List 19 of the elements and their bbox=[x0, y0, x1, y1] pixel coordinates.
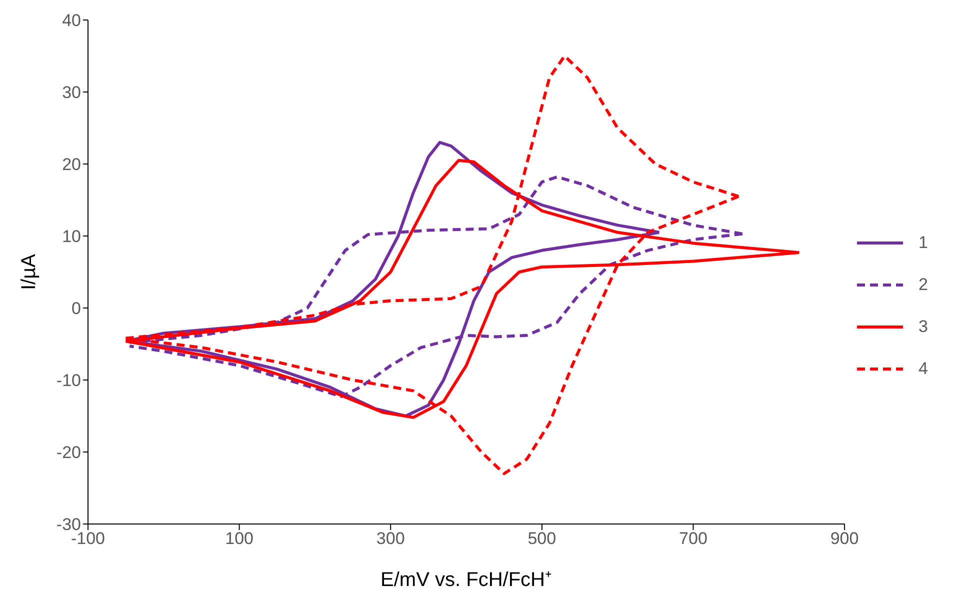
y-tick-label: 0 bbox=[72, 299, 81, 318]
y-tick-label: 20 bbox=[62, 155, 81, 174]
y-tick-label: 10 bbox=[62, 227, 81, 246]
legend-label: 2 bbox=[918, 275, 928, 295]
x-tick-label: 100 bbox=[225, 529, 254, 548]
legend-label: 1 bbox=[918, 233, 928, 253]
y-tick-label: 40 bbox=[62, 11, 81, 30]
x-axis-title: E/mV vs. FcH/FcH⁺ bbox=[380, 569, 552, 591]
legend-label: 4 bbox=[918, 359, 928, 379]
y-tick-label: -10 bbox=[56, 371, 81, 390]
y-tick-label: 30 bbox=[62, 83, 81, 102]
y-axis-title: I/µA bbox=[18, 253, 40, 290]
x-tick-label: 300 bbox=[376, 529, 405, 548]
x-tick-label: 500 bbox=[528, 529, 556, 548]
x-tick-label: 700 bbox=[679, 529, 708, 548]
y-tick-label: -20 bbox=[56, 443, 81, 462]
legend-label: 3 bbox=[918, 317, 928, 337]
x-tick-label: -100 bbox=[70, 529, 106, 548]
x-tick-label: 900 bbox=[830, 529, 859, 548]
